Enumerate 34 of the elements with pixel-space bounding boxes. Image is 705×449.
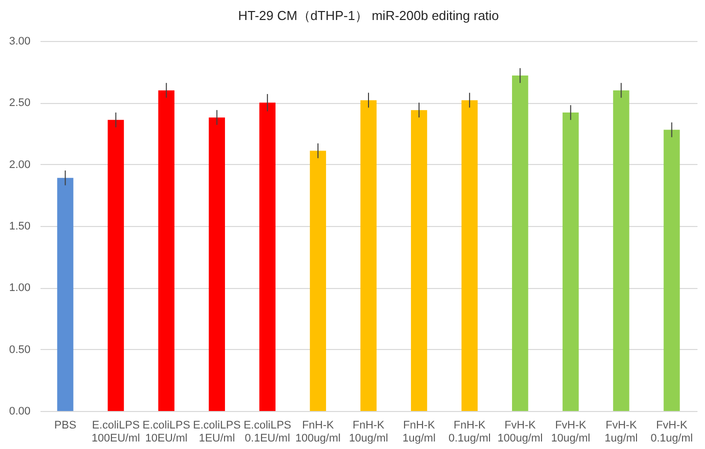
bar bbox=[310, 150, 326, 411]
y-tick-label: 0.00 bbox=[9, 406, 30, 418]
bar bbox=[410, 110, 428, 411]
bar bbox=[208, 117, 225, 411]
x-tick-label: FvH-K 0.1ug/ml bbox=[650, 420, 693, 444]
x-tick-label: PBS bbox=[54, 420, 76, 432]
x-tick-label: FnH-K 100ug/ml bbox=[295, 420, 341, 444]
bar bbox=[259, 102, 276, 411]
y-tick-label: 0.50 bbox=[9, 344, 30, 356]
x-tick-label: E.coliLPS 1EU/ml bbox=[193, 420, 241, 444]
x-tick-label: FnH-K 10ug/ml bbox=[348, 420, 388, 444]
y-tick-label: 2.50 bbox=[9, 97, 30, 110]
x-tick-label: E.coliLPS 10EU/ml bbox=[142, 420, 190, 444]
x-tick-label: FnH-K 0.1ug/ml bbox=[448, 420, 491, 444]
x-tick-label: FvH-K 1ug/ml bbox=[604, 420, 638, 444]
chart-title: HT-29 CM（dTHP-1） miR-200b editing ratio bbox=[238, 8, 499, 23]
y-tick-label: 1.50 bbox=[9, 220, 30, 232]
x-tick-label: FvH-K 10ug/ml bbox=[551, 420, 590, 444]
bar bbox=[512, 76, 528, 411]
bar bbox=[360, 100, 377, 411]
bar bbox=[461, 100, 478, 411]
y-tick-label: 3.00 bbox=[9, 36, 30, 48]
x-tick-label: E.coliLPS 100EU/ml bbox=[92, 420, 140, 444]
bar bbox=[664, 130, 680, 411]
y-tick-label: 1.00 bbox=[9, 282, 30, 294]
bar bbox=[562, 112, 579, 411]
bar bbox=[108, 120, 124, 411]
x-tick-label: FvH-K 100ug/ml bbox=[497, 420, 543, 444]
x-tick-label: FnH-K 1ug/ml bbox=[402, 420, 436, 444]
bar bbox=[158, 90, 174, 411]
bar bbox=[57, 178, 74, 411]
y-tick-label: 2.00 bbox=[9, 158, 30, 171]
bar bbox=[613, 90, 630, 411]
x-tick-label: E.coliLPS 0.1EU/ml bbox=[244, 420, 292, 444]
